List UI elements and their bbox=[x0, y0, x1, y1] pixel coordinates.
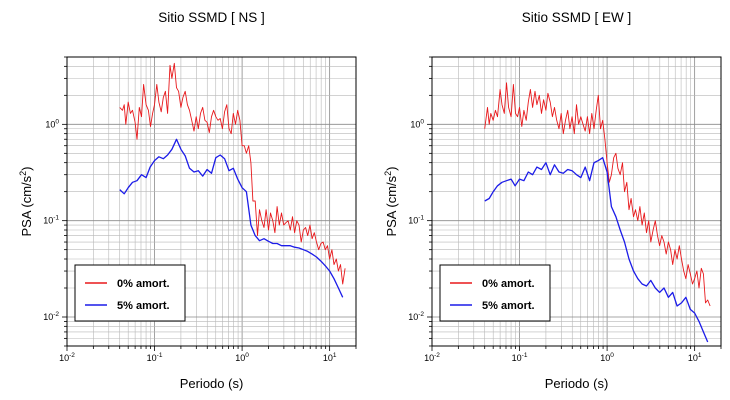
legend-label: 0% amort. bbox=[482, 278, 535, 290]
plot-frame bbox=[431, 56, 722, 347]
legend-label: 5% amort. bbox=[117, 300, 170, 312]
x-tick-label: 100 bbox=[235, 352, 249, 363]
x-tick-label: 10-2 bbox=[59, 352, 75, 363]
x-tick-label: 100 bbox=[600, 352, 614, 363]
legend-box bbox=[439, 264, 551, 322]
legend-label: 0% amort. bbox=[117, 278, 170, 290]
chart-title: Sitio SSMD [ EW ] bbox=[522, 10, 632, 25]
series-line-undamped bbox=[119, 62, 346, 285]
x-axis-label: Periodo (s) bbox=[545, 376, 609, 391]
y-tick-label: 10-1 bbox=[408, 215, 424, 226]
x-tick-label: 10-2 bbox=[424, 352, 440, 363]
legend-box bbox=[74, 264, 186, 322]
legend: 0% amort. 5% amort. bbox=[74, 264, 186, 322]
series-line-undamped bbox=[484, 82, 711, 307]
y-tick-label: 100 bbox=[45, 118, 59, 129]
series-line-damped bbox=[484, 157, 709, 343]
x-tick-label: 10-1 bbox=[512, 352, 528, 363]
y-tick-label: 100 bbox=[410, 118, 424, 129]
y-axis-label: PSA (cm/s2) bbox=[383, 166, 399, 236]
y-tick-label: 10-2 bbox=[43, 311, 59, 322]
x-tick-label: 10-1 bbox=[147, 352, 163, 363]
chart-panel-ns: Sitio SSMD [ NS ] 10-2 10-1 100 101 10-2 10-1 1… bbox=[18, 10, 357, 391]
series-line-damped bbox=[119, 138, 344, 298]
chart-panel-ew: Sitio SSMD [ EW ] 10-2 10-1 100 101 10-2 10-1 1… bbox=[383, 10, 722, 391]
legend: 0% amort. 5% amort. bbox=[439, 264, 551, 322]
plot-frame bbox=[66, 56, 357, 347]
chart-title: Sitio SSMD [ NS ] bbox=[158, 10, 265, 25]
y-axis-label: PSA (cm/s2) bbox=[18, 166, 34, 236]
x-tick-label: 101 bbox=[688, 352, 702, 363]
y-tick-label: 10-1 bbox=[43, 215, 59, 226]
legend-label: 5% amort. bbox=[482, 300, 535, 312]
y-tick-label: 10-2 bbox=[408, 311, 424, 322]
x-tick-label: 101 bbox=[323, 352, 337, 363]
x-axis-label: Periodo (s) bbox=[180, 376, 244, 391]
